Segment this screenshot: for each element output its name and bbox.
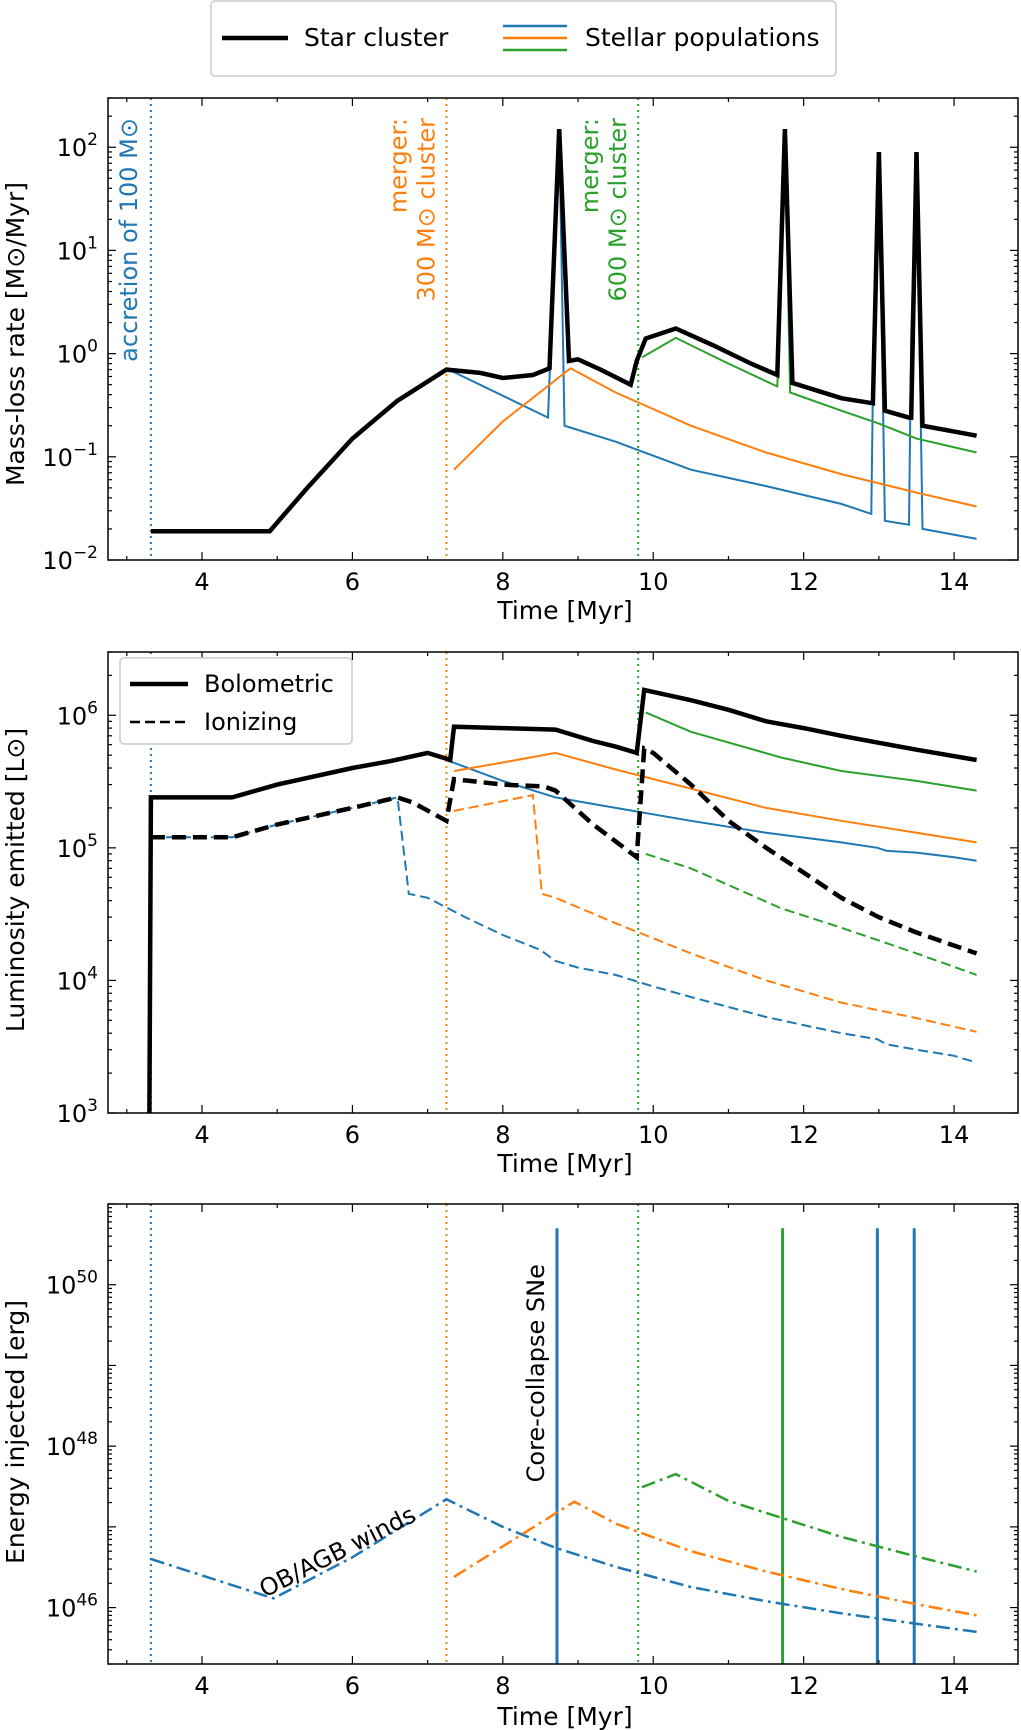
luminosity-series-group	[147, 687, 978, 1113]
luminosity-ytick-label-2: 105	[57, 831, 98, 863]
panel-luminosity-ylabel: Luminosity emitted [L⊙]	[1, 728, 30, 1032]
energy-ytick-label-0: 1046	[46, 1591, 98, 1623]
energy-frame	[107, 1203, 1019, 1665]
energy-ytick-label-2: 1050	[46, 1268, 98, 1300]
luminosity-ytick-exp-3: 6	[87, 698, 98, 718]
massloss-ytick-exp-1: −1	[73, 440, 98, 460]
panel-massloss-xlabel: Time [Myr]	[496, 596, 632, 625]
massloss-ytick-label-4: 102	[57, 130, 98, 162]
luminosity-xtick-label-0: 4	[194, 1121, 209, 1149]
massloss-ytick-label-1: 10−1	[42, 440, 98, 472]
luminosity-series-6	[147, 687, 977, 1113]
massloss-ytick-exp-2: 0	[87, 337, 98, 357]
luminosity-xtick-label-3: 10	[638, 1121, 669, 1149]
luminosity-series-2	[453, 751, 977, 844]
luminosity-series-5	[645, 852, 977, 976]
massloss-ytick-exp-4: 2	[87, 130, 98, 150]
panel-energy-xlabel: Time [Myr]	[496, 1702, 632, 1730]
energy-ytick-exp-0: 46	[76, 1591, 98, 1611]
luminosity-frame	[107, 651, 1019, 1114]
panel-luminosity: Luminosity emitted [L⊙] Time [Myr] 4 6 8 10…	[1, 651, 1019, 1178]
energy-annotation-0: OB/AGB winds	[255, 1500, 420, 1603]
massloss-frame	[107, 97, 1019, 561]
luminosity-ytick-exp-2: 5	[87, 831, 98, 851]
luminosity-xtick-label-1: 6	[345, 1121, 360, 1149]
luminosity-ytick-label-3: 106	[57, 698, 98, 730]
massloss-series-2	[641, 129, 977, 454]
energy-xtick-label-2: 8	[495, 1672, 510, 1700]
luminosity-series-0	[446, 759, 977, 862]
massloss-ytick-label-0: 10−2	[42, 543, 98, 575]
luminosity-series-4	[645, 711, 977, 792]
massloss-xtick-label-4: 12	[788, 568, 819, 596]
luminosity-ytick-label-0: 103	[57, 1096, 98, 1128]
massloss-xtick-label-2: 8	[495, 568, 510, 596]
energy-ytick-exp-2: 50	[76, 1268, 98, 1288]
panel-energy: Energy injected [erg] Time [Myr] 4 6 8 10 12…	[1, 1203, 1019, 1730]
massloss-xtick-label-3: 10	[638, 568, 669, 596]
luminosity-xtick-label-4: 12	[788, 1121, 819, 1149]
massloss-series-group	[150, 129, 978, 540]
massloss-xtick-label-5: 14	[939, 568, 970, 596]
massloss-series-0	[448, 129, 977, 540]
energy-series-group	[150, 1228, 977, 1664]
massloss-vline-label1-1: merger:	[384, 118, 412, 213]
legend-label-stellar-populations: Stellar populations	[585, 23, 820, 52]
energy-series-1	[453, 1500, 977, 1617]
lum-legend: Bolometric Ionizing	[119, 657, 353, 745]
energy-ytick-exp-1: 48	[76, 1429, 98, 1449]
massloss-ytick-label-3: 101	[57, 233, 98, 265]
top-legend: Star cluster Stellar populations	[210, 0, 837, 77]
massloss-xtick-label-1: 6	[345, 568, 360, 596]
massloss-xtick-label-0: 4	[194, 568, 209, 596]
panel-massloss: Mass-loss rate [M⊙/Myr] Time [Myr] 4 6 8 10…	[1, 97, 1019, 625]
energy-xtick-label-1: 6	[345, 1672, 360, 1700]
luminosity-ytick-exp-0: 3	[87, 1096, 98, 1116]
luminosity-ytick-label-1: 104	[57, 963, 98, 995]
panel-energy-ylabel: Energy injected [erg]	[1, 1300, 30, 1564]
energy-ytick-label-1: 1048	[46, 1429, 98, 1461]
panel-massloss-ylabel: Mass-loss rate [M⊙/Myr]	[1, 182, 30, 486]
luminosity-ytick-exp-1: 4	[87, 963, 98, 983]
massloss-vline-label2-2: 600 M⊙ cluster	[604, 118, 632, 302]
energy-series-2	[641, 1472, 977, 1573]
energy-xtick-label-5: 14	[939, 1672, 970, 1700]
lum-legend-label-ionizing: Ionizing	[204, 708, 297, 736]
massloss-ytick-exp-3: 1	[87, 233, 98, 253]
panel-luminosity-xlabel: Time [Myr]	[496, 1149, 632, 1178]
legend-label-star-cluster: Star cluster	[304, 23, 449, 52]
massloss-vline-label1-2: merger:	[576, 118, 604, 213]
luminosity-series-1	[150, 796, 977, 1064]
massloss-series-3	[150, 129, 978, 534]
massloss-series-1	[453, 367, 977, 508]
energy-xtick-label-3: 10	[638, 1672, 669, 1700]
massloss-vline-label2-1: 300 M⊙ cluster	[412, 118, 440, 302]
energy-series-0	[150, 1497, 977, 1634]
massloss-ytick-label-2: 100	[57, 337, 98, 369]
luminosity-series-7	[150, 745, 978, 956]
lum-legend-label-bolometric: Bolometric	[204, 670, 334, 698]
massloss-ytick-exp-0: −2	[73, 543, 98, 563]
luminosity-xtick-label-5: 14	[939, 1121, 970, 1149]
energy-xtick-label-4: 12	[788, 1672, 819, 1700]
luminosity-xtick-label-2: 8	[495, 1121, 510, 1149]
massloss-vline-label-0: accretion of 100 M⊙	[115, 118, 143, 362]
energy-annotation-1: Core-collapse SNe	[522, 1264, 550, 1482]
energy-xtick-label-0: 4	[194, 1672, 209, 1700]
